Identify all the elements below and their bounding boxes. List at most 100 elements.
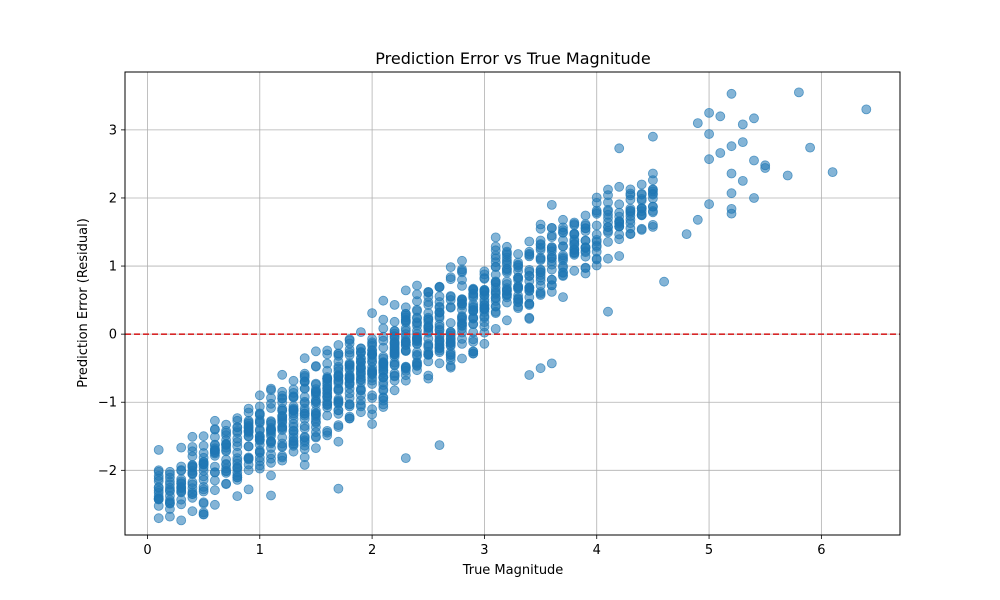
scatter-point [558, 292, 568, 303]
scatter-point [198, 509, 209, 520]
scatter-point [479, 286, 490, 297]
scatter-point [288, 405, 299, 416]
scatter-point [153, 513, 164, 524]
scatter-point [546, 358, 557, 369]
scatter-point [636, 203, 647, 214]
scatter-point [367, 349, 378, 360]
scatter-point [468, 336, 479, 347]
scatter-point [569, 217, 580, 228]
y-tick-label: 2 [109, 191, 117, 206]
axis-ticks: 0 1 2 3 4 5 6 −2 −1 0 1 2 3 [98, 123, 826, 558]
scatter-point [546, 242, 557, 253]
scatter-point [434, 358, 445, 369]
scatter-point [243, 441, 254, 452]
scatter-point [277, 403, 288, 414]
scatter-point [423, 373, 434, 384]
scatter-point [479, 338, 490, 349]
scatter-point [490, 277, 501, 288]
scatter-point [580, 242, 591, 253]
scatter-point [434, 281, 445, 292]
scatter-point [591, 254, 602, 265]
scatter-point [187, 442, 198, 452]
scatter-point [861, 104, 872, 115]
scatter-point [243, 484, 254, 495]
scatter-point [344, 359, 355, 370]
scatter-point [367, 366, 378, 377]
scatter-point [333, 436, 344, 447]
scatter-point [457, 296, 467, 307]
scatter-point [266, 425, 276, 436]
scatter-point [479, 327, 490, 338]
scatter-point [367, 379, 378, 389]
scatter-point [232, 422, 243, 433]
scatter-point [333, 385, 344, 396]
scatter-point [322, 387, 333, 398]
scatter-point [322, 365, 333, 376]
scatter-point [164, 511, 175, 522]
scatter-point [198, 448, 209, 458]
scatter-point [648, 193, 658, 204]
scatter-point [591, 192, 602, 203]
scatter-point [310, 427, 321, 438]
scatter-point [614, 221, 625, 232]
scatter-point [400, 325, 411, 336]
scatter-point [400, 339, 411, 350]
scatter-point [479, 299, 490, 310]
scatter-point [760, 163, 771, 173]
scatter-point [232, 491, 243, 502]
scatter-point [389, 331, 400, 341]
scatter-point [782, 170, 793, 181]
scatter-point [164, 485, 175, 496]
scatter-point [164, 476, 175, 487]
scatter-point [501, 284, 512, 295]
scatter-point [299, 372, 310, 383]
scatter-point [524, 236, 535, 247]
scatter-point [412, 296, 422, 307]
scatter-point [569, 265, 580, 276]
scatter-point [367, 308, 378, 319]
scatter-point [254, 416, 265, 427]
scatter-point [659, 276, 669, 287]
scatter-point [333, 350, 344, 361]
scatter-point [176, 515, 187, 526]
scatter-point [445, 340, 456, 351]
scatter-point [344, 335, 355, 346]
scatter-point [322, 400, 333, 411]
scatter-point [254, 460, 265, 471]
scatter-point [367, 390, 378, 401]
scatter-point [232, 437, 243, 448]
scatter-point [389, 385, 400, 396]
scatter-point [445, 361, 456, 372]
scatter-point [490, 261, 501, 272]
scatter-points [153, 87, 872, 526]
scatter-point [490, 293, 501, 304]
scatter-point [299, 437, 310, 447]
scatter-point [198, 465, 209, 476]
scatter-point [176, 478, 187, 489]
scatter-point [558, 214, 568, 225]
scatter-point [546, 230, 557, 241]
y-tick-label: −2 [98, 464, 117, 479]
scatter-point [704, 108, 714, 118]
scatter-point [378, 295, 389, 306]
scatter-point [535, 235, 546, 246]
scatter-point [310, 416, 321, 427]
scatter-point [692, 214, 703, 225]
scatter-point [355, 366, 366, 377]
scatter-point [254, 390, 265, 401]
scatter-point [423, 339, 434, 350]
scatter-point [614, 251, 625, 261]
scatter-point [445, 330, 456, 341]
scatter-point [423, 300, 434, 310]
scatter-point [378, 323, 389, 334]
scatter-point [614, 211, 625, 222]
scatter-point [580, 210, 591, 221]
scatter-point [737, 175, 748, 186]
scatter-point [513, 257, 523, 268]
scatter-point [176, 486, 187, 497]
scatter-point [490, 241, 501, 252]
scatter-point [603, 306, 613, 317]
scatter-point [501, 263, 512, 274]
scatter-point [378, 385, 389, 396]
scatter-point [254, 425, 265, 436]
